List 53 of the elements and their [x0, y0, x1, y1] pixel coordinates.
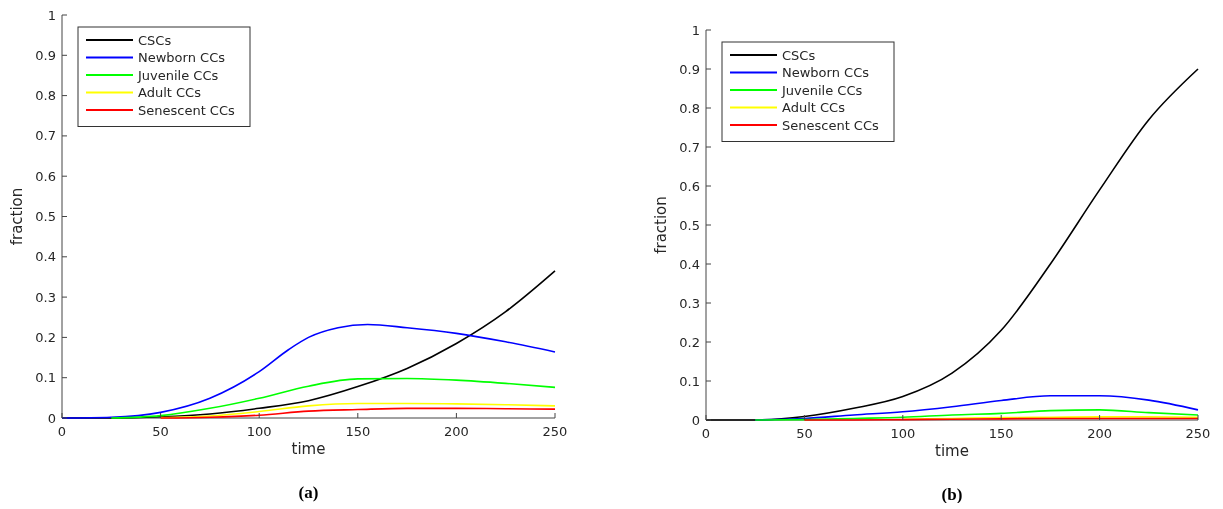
y-tick-label: 1 [47, 7, 56, 23]
y-tick-label: 0.9 [679, 61, 700, 77]
y-tick-label: 0.8 [35, 88, 56, 104]
legend-label: Newborn CCs [138, 50, 226, 65]
y-tick-label: 0.5 [679, 217, 700, 233]
line-series [754, 409, 1199, 421]
y-tick-label: 0.5 [35, 209, 56, 224]
x-tick-label: 250 [1185, 426, 1211, 441]
y-tick-label: 0.3 [35, 289, 56, 305]
x-tick-label: 100 [890, 426, 916, 441]
legend-label: Newborn CCs [782, 65, 870, 80]
x-tick-label: 150 [345, 424, 371, 439]
y-tick-label: 0.9 [35, 47, 56, 63]
legend-label: Senescent CCs [782, 117, 880, 133]
x-tick-label: 150 [988, 426, 1014, 441]
x-axis-title: time [291, 440, 326, 458]
x-tick-label: 50 [152, 424, 169, 439]
y-tick-label: 0.1 [35, 370, 56, 386]
y-tick-label: 0.4 [35, 249, 56, 265]
legend-label: CSCs [138, 32, 172, 48]
text: (a) [298, 483, 319, 502]
x-tick-label: 50 [796, 426, 813, 441]
x-tick-label: 0 [57, 424, 67, 439]
y-tick-label: 0.8 [679, 100, 700, 116]
line-series [110, 377, 556, 419]
y-tick-label: 0.7 [35, 128, 56, 144]
y-tick-label: 0.2 [679, 334, 700, 350]
legend-label: Juvenile CCs [781, 82, 863, 98]
x-tick-label: 0 [701, 426, 711, 441]
legend-label: Juvenile CCs [137, 67, 219, 83]
y-tick-label: 0.2 [35, 329, 56, 345]
y-tick-label: 0.1 [679, 373, 700, 389]
legend-label: Adult CCs [138, 85, 202, 100]
x-tick-label: 200 [1087, 426, 1113, 441]
y-tick-label: 0.6 [35, 168, 56, 184]
legend-label: Adult CCs [782, 100, 846, 115]
y-axis-title: fraction [652, 196, 670, 254]
legend-label: CSCs [782, 47, 816, 63]
y-tick-label: 0.3 [679, 295, 700, 311]
y-axis-title: fraction [8, 187, 26, 246]
y-tick-label: 0.4 [679, 256, 700, 272]
y-tick-label: 1 [691, 22, 700, 38]
x-axis-title: time [935, 442, 969, 460]
legend-label: Senescent CCs [138, 102, 236, 118]
x-tick-label: 200 [443, 424, 469, 439]
x-tick-label: 250 [542, 424, 568, 439]
y-tick-label: 0 [47, 410, 56, 426]
y-tick-label: 0.7 [679, 139, 700, 155]
y-tick-label: 0 [691, 412, 700, 428]
line-series [159, 407, 556, 419]
x-tick-label: 100 [246, 424, 272, 439]
text: (b) [941, 485, 963, 504]
y-tick-label: 0.6 [679, 178, 700, 194]
